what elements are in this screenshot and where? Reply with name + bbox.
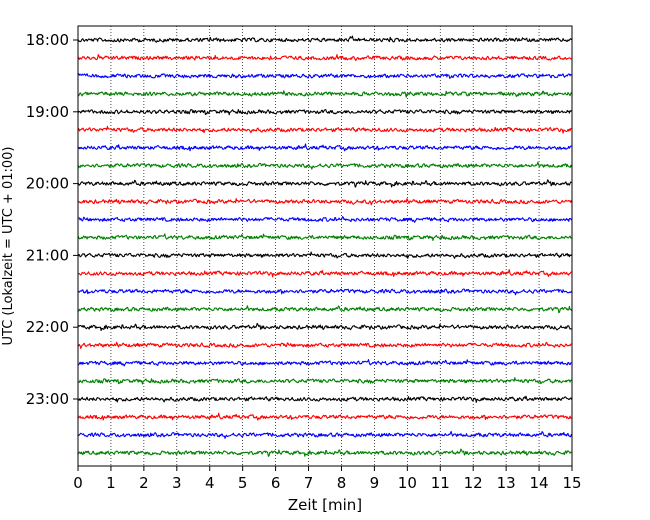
- x-tick-label: 10: [398, 474, 417, 492]
- x-tick-label: 4: [205, 474, 215, 492]
- trace-1930: [77, 143, 572, 152]
- x-tick-label: 1: [106, 474, 116, 492]
- y-tick-label: 20:00: [26, 175, 69, 193]
- y-tick-label: 19:00: [26, 103, 69, 121]
- vertical-grid: [110, 26, 540, 466]
- x-tick-label: 11: [431, 474, 450, 492]
- y-axis-ticks: 18:00 19:00 20:00 21:00 22:00 23:00: [26, 31, 78, 408]
- x-axis-label: Zeit [min]: [288, 496, 362, 514]
- y-tick-label: 23:00: [26, 390, 69, 408]
- x-tick-label: 6: [271, 474, 281, 492]
- trace-2100: [77, 251, 572, 259]
- x-tick-label: 14: [530, 474, 549, 492]
- trace-2230: [77, 359, 572, 367]
- trace-1815: [77, 53, 572, 62]
- x-tick-label: 15: [562, 474, 581, 492]
- x-tick-label: 13: [497, 474, 516, 492]
- trace-1915: [77, 125, 572, 134]
- x-tick-label: 2: [139, 474, 149, 492]
- x-tick-label: 12: [464, 474, 483, 492]
- trace-2045: [77, 233, 572, 241]
- trace-2200: [77, 322, 572, 332]
- trace-2030: [77, 216, 572, 223]
- trace-1845: [77, 90, 572, 98]
- x-tick-label: 8: [337, 474, 347, 492]
- trace-1945: [77, 161, 573, 170]
- x-axis-ticks: 0 1 2 3 4 5 6 7 8 9 10 11 12 13 14 15: [73, 466, 582, 492]
- trace-1830: [77, 72, 572, 79]
- y-tick-label: 21:00: [26, 246, 69, 264]
- trace-1900: [77, 109, 572, 116]
- y-tick-label: 22:00: [26, 318, 69, 336]
- trace-series: [77, 35, 573, 457]
- x-tick-label: 3: [172, 474, 182, 492]
- trace-2145: [77, 305, 572, 314]
- x-tick-label: 7: [304, 474, 314, 492]
- trace-2300: [77, 395, 573, 403]
- trace-2215: [77, 341, 572, 349]
- trace-2330: [77, 430, 573, 439]
- y-tick-label: 18:00: [26, 31, 69, 49]
- x-tick-label: 9: [370, 474, 380, 492]
- plot-frame: [77, 25, 573, 467]
- x-tick-label: 5: [238, 474, 248, 492]
- trace-2130: [77, 288, 572, 296]
- trace-2115: [77, 269, 572, 278]
- trace-2315: [77, 412, 572, 421]
- y-axis-label: UTC (Lokalzeit = UTC + 01:00): [1, 147, 16, 346]
- trace-2345: [77, 448, 572, 457]
- trace-2000: [77, 179, 572, 188]
- trace-1800: [77, 35, 572, 43]
- trace-2015: [77, 198, 573, 206]
- trace-2245: [77, 377, 572, 385]
- x-tick-label: 0: [73, 474, 83, 492]
